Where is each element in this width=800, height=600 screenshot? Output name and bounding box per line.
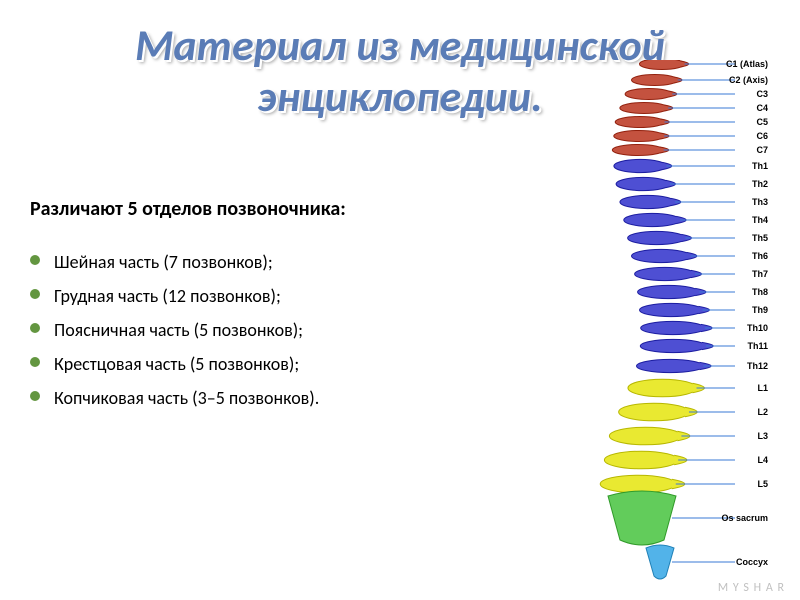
list-item: Поясничная часть (5 позвонков); xyxy=(54,319,550,341)
svg-text:C2 (Axis): C2 (Axis) xyxy=(729,75,768,85)
svg-text:Th9: Th9 xyxy=(752,305,768,315)
svg-text:C1 (Atlas): C1 (Atlas) xyxy=(726,60,768,69)
svg-text:Th12: Th12 xyxy=(747,361,768,371)
slide: Материал из медицинской энциклопедии. Ра… xyxy=(0,0,800,600)
list-item: Копчиковая часть (3–5 позвонков). xyxy=(54,387,550,409)
svg-text:C6: C6 xyxy=(756,131,768,141)
svg-text:L2: L2 xyxy=(757,407,768,417)
svg-text:Th8: Th8 xyxy=(752,287,768,297)
svg-text:Th5: Th5 xyxy=(752,233,768,243)
content-block: Различают 5 отделов позвоночника: Шейная… xyxy=(30,197,550,421)
list-item: Крестцовая часть (5 позвонков); xyxy=(54,353,550,375)
svg-text:Th6: Th6 xyxy=(752,251,768,261)
svg-text:Th2: Th2 xyxy=(752,179,768,189)
intro-text: Различают 5 отделов позвоночника: xyxy=(30,197,550,221)
svg-text:Th4: Th4 xyxy=(752,215,768,225)
svg-text:Th1: Th1 xyxy=(752,161,768,171)
list-item: Грудная часть (12 позвонков); xyxy=(54,285,550,307)
svg-text:Os sacrum: Os sacrum xyxy=(721,513,768,523)
svg-text:L3: L3 xyxy=(757,431,768,441)
svg-text:Th7: Th7 xyxy=(752,269,768,279)
svg-text:C5: C5 xyxy=(756,117,768,127)
svg-text:Th10: Th10 xyxy=(747,323,768,333)
svg-text:L4: L4 xyxy=(757,455,768,465)
svg-text:C7: C7 xyxy=(756,145,768,155)
svg-text:C4: C4 xyxy=(756,103,768,113)
svg-text:L1: L1 xyxy=(757,383,768,393)
spine-sections-list: Шейная часть (7 позвонков); Грудная часть… xyxy=(30,251,550,409)
svg-text:Th3: Th3 xyxy=(752,197,768,207)
svg-text:Th11: Th11 xyxy=(747,341,768,351)
watermark: M Y S H A R xyxy=(718,581,785,595)
spine-diagram: C1 (Atlas) C2 (Axis) C3 C4 C5 C6 C7 Th1 Th2 Th3 Th… xyxy=(570,60,770,590)
svg-text:Coccyx: Coccyx xyxy=(736,557,768,567)
svg-text:C3: C3 xyxy=(756,89,768,99)
list-item: Шейная часть (7 позвонков); xyxy=(54,251,550,273)
svg-text:L5: L5 xyxy=(757,479,768,489)
